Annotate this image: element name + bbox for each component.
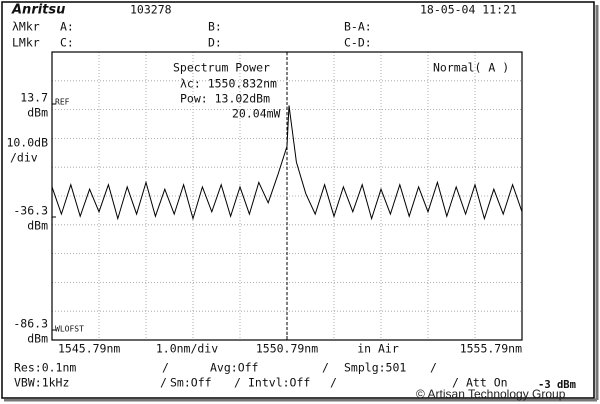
separator: / — [322, 361, 329, 375]
y-unit-label: dBm — [27, 219, 48, 233]
status: Att On — [466, 376, 508, 390]
watermark: © Artisan Technology Group — [416, 387, 566, 401]
y-unit-label: dBm — [27, 332, 48, 346]
annotation: WLOFST — [55, 325, 84, 334]
y-unit-label: dBm — [27, 106, 48, 120]
annotation: 20.04mW — [232, 107, 281, 121]
separator: / — [234, 376, 241, 390]
y-scale-label: /div — [10, 151, 38, 165]
logo: Anritsu — [11, 3, 65, 18]
marker-field: C-D: — [344, 36, 372, 50]
status: -3 dBm — [538, 379, 576, 391]
annotation: Pow: 13.02dBm — [180, 92, 270, 106]
marker-field: D: — [208, 36, 222, 50]
separator: / — [430, 361, 437, 375]
marker-field: C: — [60, 36, 74, 50]
status: Res:0.1nm — [14, 361, 76, 375]
separator: / — [452, 376, 459, 390]
plot-frame — [51, 51, 523, 341]
y-scale-label: 10.0dB — [6, 136, 48, 150]
status: VBW:1kHz — [14, 376, 69, 390]
x-tick-label: 1545.79nm — [58, 342, 120, 356]
x-tick-label: 1550.79nm — [256, 342, 318, 356]
plot — [51, 52, 523, 340]
y-tick-label: -86.3 — [13, 317, 48, 331]
separator: / — [162, 361, 169, 375]
marker-field: B-A: — [344, 20, 372, 34]
status: Smplg:501 — [344, 361, 406, 375]
status: Avg:Off — [210, 361, 258, 375]
marker-label: LMkr — [12, 36, 40, 50]
annotation: λc: 1550.832nm — [180, 77, 277, 91]
serial: 103278 — [130, 3, 172, 17]
chart-title: Spectrum Power — [173, 61, 270, 75]
status: Sm:Off — [170, 376, 212, 390]
separator: / — [160, 376, 167, 390]
y-tick-label: 13.7 — [20, 91, 48, 105]
status: Intvl:Off — [248, 376, 310, 390]
marker-field: A: — [60, 20, 74, 34]
screen-frame — [1, 1, 595, 399]
separator: / — [330, 376, 337, 390]
marker-label: λMkr — [12, 20, 40, 34]
datetime: 18-05-04 11:21 — [420, 3, 517, 17]
y-tick-label: -36.3 — [13, 204, 48, 218]
annotation: REF — [55, 98, 70, 107]
x-tick-label: 1555.79nm — [460, 342, 522, 356]
trace — [51, 105, 523, 221]
annotation: Normal( A ) — [433, 61, 509, 75]
medium: in Air — [357, 342, 399, 356]
marker-field: B: — [208, 20, 222, 34]
x-scale-label: 1.0nm/div — [156, 342, 218, 356]
